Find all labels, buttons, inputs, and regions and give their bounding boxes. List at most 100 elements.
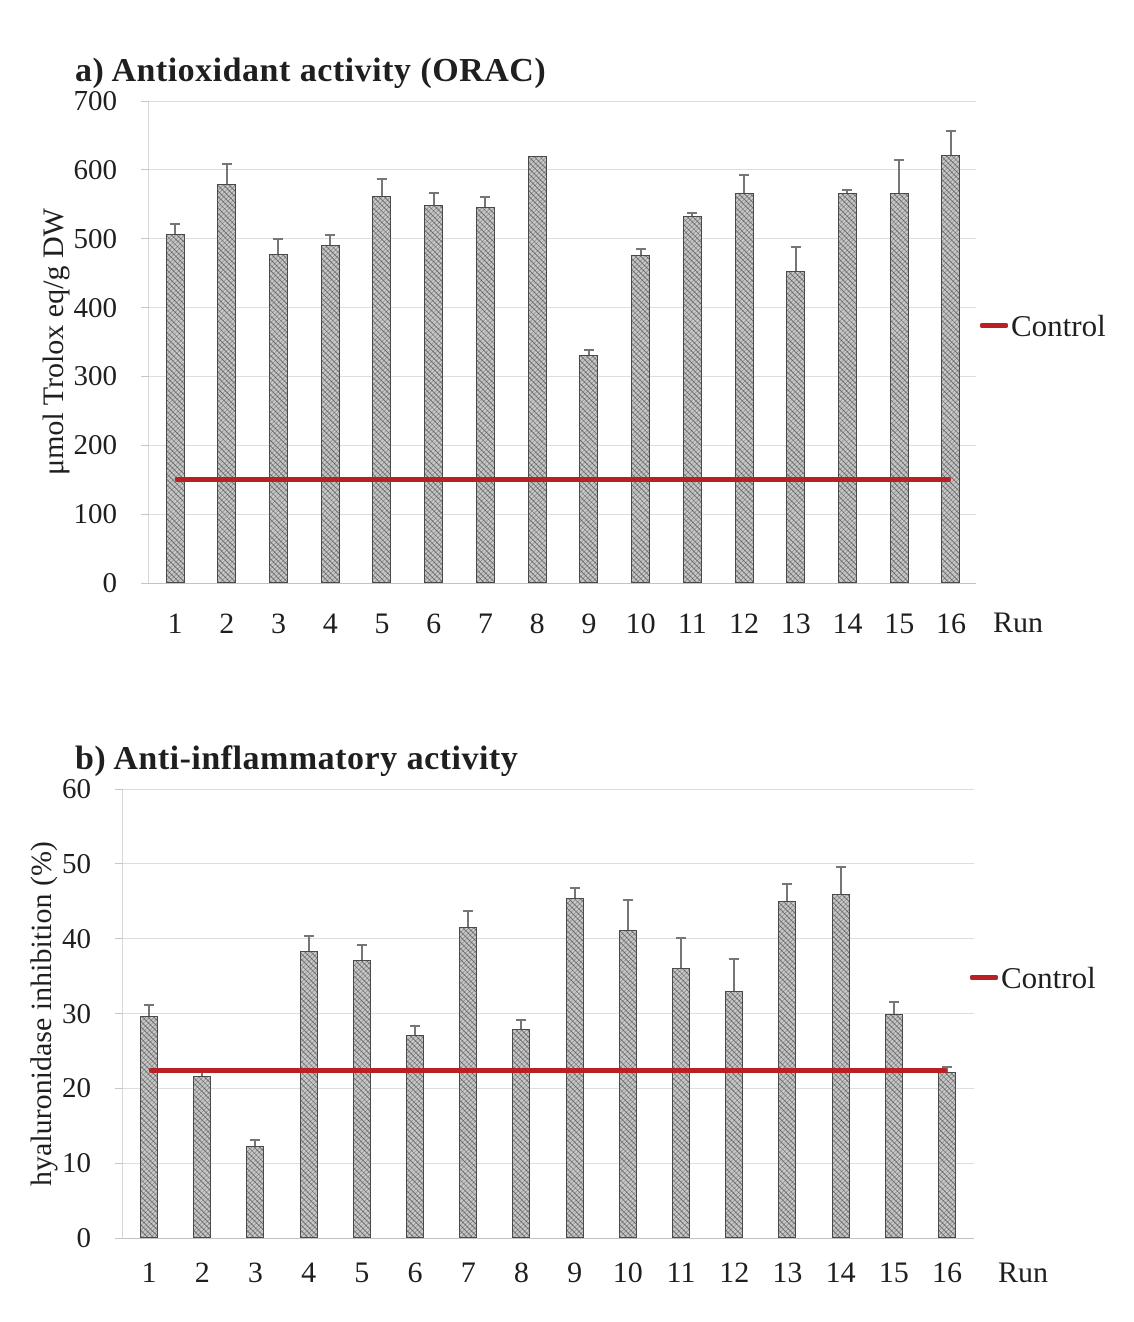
x-tick-label-11: 11 [677,607,707,640]
error-bar-cap-run-8 [516,1019,527,1022]
gridline-y20 [123,1087,974,1089]
gridline-y40 [123,938,974,940]
gridline-y0 [149,582,976,584]
error-bar-run-6 [432,192,435,205]
error-bar-run-9 [587,349,590,356]
error-bar-run-5 [380,178,383,197]
x-tick-label-10: 10 [612,1256,643,1289]
gridline-y600 [149,169,976,171]
x-tick-label-5: 5 [354,1256,370,1289]
error-bar-run-2 [225,164,228,184]
y-tick-mark-600 [141,169,149,171]
y-tick-mark-200 [141,444,149,446]
control-legend-label-b: Control [1001,960,1096,995]
chart-a-x-axis-label: Run [993,606,1044,639]
error-bar-cap-run-4 [325,233,336,236]
x-tick-label-1: 1 [167,607,183,640]
y-tick-mark-30 [115,1013,123,1014]
bar-run-16 [938,1071,956,1238]
control-line-legend-swatch-b [970,975,998,980]
x-tick-label-6: 6 [426,607,442,640]
y-tick-mark-500 [141,238,149,240]
gridline-y500 [149,238,976,240]
error-bar-cap-run-15 [894,158,905,161]
x-tick-label-10: 10 [625,607,656,640]
error-bar-run-15 [892,1001,895,1014]
x-tick-label-7: 7 [460,1256,476,1289]
bar-run-7 [459,927,478,1238]
error-bar-cap-run-12 [729,957,740,960]
error-bar-cap-run-15 [888,1000,899,1003]
error-bar-cap-run-7 [463,909,474,912]
bar-run-10 [631,255,651,583]
y-tick-mark-10 [115,1162,123,1164]
error-bar-cap-run-3 [250,1138,261,1141]
x-tick-label-16: 16 [932,1256,962,1289]
error-bar-run-1 [174,223,176,234]
bar-run-6 [424,204,444,583]
error-bar-cap-run-9 [569,886,580,889]
error-bar-run-8 [520,1020,523,1030]
error-bar-run-7 [484,196,487,208]
bar-run-10 [618,929,637,1238]
error-bar-cap-run-10 [622,898,633,901]
y-tick-label-20: 20 [62,1072,91,1105]
y-tick-mark-700 [141,100,149,102]
bar-run-3 [268,253,288,583]
bar-run-8 [512,1029,531,1238]
x-tick-label-9: 9 [567,1256,583,1289]
error-bar-run-6 [414,1026,416,1036]
x-tick-label-2: 2 [219,607,235,640]
chart-a-title: a) Antioxidant activity (ORAC) [75,52,547,90]
error-bar-run-14 [846,189,849,194]
error-bar-cap-run-9 [583,348,594,351]
x-tick-label-15: 15 [884,607,915,640]
x-tick-label-9: 9 [581,607,597,640]
error-bar-run-14 [839,866,842,894]
bar-run-12 [725,991,744,1238]
y-tick-label-30: 30 [62,997,91,1030]
error-bar-run-11 [680,937,682,968]
gridline-y50 [123,863,974,865]
error-bar-cap-run-13 [790,245,801,248]
error-bar-cap-run-16 [945,130,956,133]
error-bar-run-16 [949,131,952,155]
x-tick-label-12: 12 [719,1256,750,1289]
error-bar-run-11 [691,213,694,216]
y-tick-label-0: 0 [76,1222,92,1254]
chart-b-plot-area: 0 10 20 30 40 50 60 1 2 3 4 5 6 7 8 9 10 11 12 13 14 15 16 [62,775,974,1288]
y-tick-mark-0 [115,1237,123,1239]
control-line-legend-swatch-a [980,323,1008,328]
bar-run-11 [672,967,690,1238]
x-tick-label-3: 3 [270,607,286,640]
error-bar-run-13 [794,246,797,272]
y-tick-mark-20 [115,1087,123,1089]
gridline-y100 [149,513,976,515]
error-bar-run-2 [201,1071,204,1076]
chart-b-legend: Control [970,962,1096,993]
error-bar-cap-run-7 [480,195,491,198]
bar-run-7 [475,207,495,583]
y-tick-mark-50 [115,863,123,865]
error-bar-cap-run-1 [144,1004,154,1007]
gridline-y200 [149,444,976,446]
control-line [149,1067,947,1073]
y-tick-mark-400 [141,307,149,309]
x-tick-label-1: 1 [141,1256,157,1289]
error-bar-run-3 [254,1139,257,1146]
y-tick-label-40: 40 [62,922,91,955]
bar-run-15 [889,192,909,583]
control-legend-label-a: Control [1011,308,1106,343]
error-bar-cap-run-11 [676,936,686,939]
x-tick-label-12: 12 [729,607,760,640]
bar-run-14 [837,193,857,583]
bar-run-5 [352,959,371,1238]
error-bar-run-12 [743,174,746,194]
bar-run-5 [372,196,392,583]
error-bar-cap-run-1 [170,222,180,225]
chart-b-title: b) Anti-inflammatory activity [75,740,519,778]
y-tick-label-300: 300 [73,360,118,393]
gridline-y30 [123,1013,974,1014]
y-tick-mark-60 [115,788,123,790]
x-tick-label-8: 8 [513,1256,529,1289]
